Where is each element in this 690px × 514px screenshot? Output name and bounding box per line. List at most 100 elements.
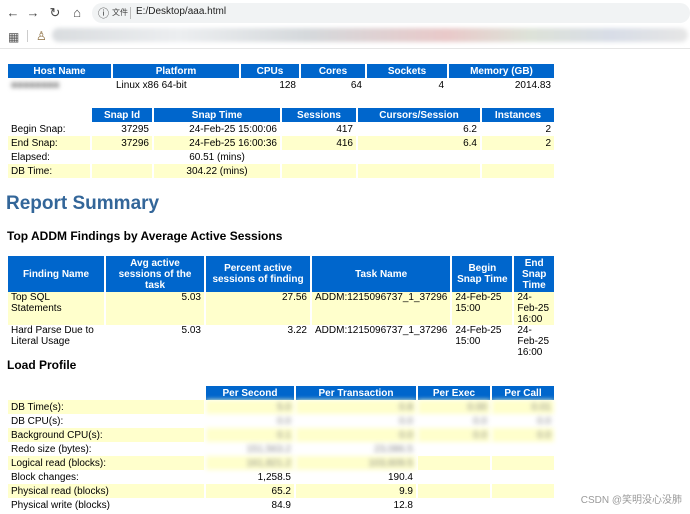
empty-cell <box>358 150 480 164</box>
per-second-cell: 151,563.2 <box>246 443 292 455</box>
load-label: Block changes: <box>11 471 79 483</box>
host-table: Host Name Platform CPUs Cores Sockets Me… <box>6 64 556 92</box>
cores-cell: 64 <box>350 79 362 91</box>
snap-table: Snap Id Snap Time Sessions Cursors/Sessi… <box>6 108 556 178</box>
header-finding-name: Finding Name <box>8 256 104 292</box>
header-memory: Memory (GB) <box>449 64 554 78</box>
header-instances: Instances <box>482 108 554 122</box>
load-label: Physical read (blocks) <box>8 484 204 498</box>
header-end-snap-time: End Snap Time <box>514 256 554 292</box>
load-row: DB Time(s): 5.0 0.8 0.00 0.01 <box>8 400 554 414</box>
header-per-call: Per Call <box>492 386 554 400</box>
per-transaction-cell: 190.4 <box>387 471 413 483</box>
empty-cell <box>492 484 554 498</box>
per-call-cell: 0.0 <box>492 428 554 442</box>
begin-snap-cell: 24-Feb-25 15:00 <box>452 292 513 325</box>
avg-active-cell: 5.03 <box>106 292 204 325</box>
addm-table: Finding Name Avg active sessions of the … <box>6 256 556 358</box>
url-text[interactable]: E:/Desktop/aaa.html <box>136 6 227 17</box>
forward-arrow-icon[interactable]: → <box>26 5 40 20</box>
header-snap-time: Snap Time <box>154 108 280 122</box>
per-transaction-cell: 0.0 <box>296 428 416 442</box>
bookmarks-bar-blurred <box>52 28 688 42</box>
per-transaction-cell: 12.8 <box>393 499 413 511</box>
platform-cell: Linux x86 64-bit <box>116 79 187 91</box>
browser-chrome: ← → ↻ ⌂ ⓘ 文件 E:/Desktop/aaa.html ▦ ♙ <box>0 0 690 49</box>
load-label: DB CPU(s): <box>11 415 64 427</box>
load-label: DB Time(s): <box>8 400 204 414</box>
load-corner <box>8 386 204 400</box>
elapsed-cell: 60.51 (mins) <box>189 151 245 163</box>
user-icon[interactable]: ♙ <box>36 29 47 43</box>
header-cursors: Cursors/Session <box>358 108 480 122</box>
db-time-cell: 304.22 (mins) <box>154 164 280 178</box>
empty-cell <box>492 442 554 456</box>
snap-row: Elapsed: 60.51 (mins) <box>8 150 554 164</box>
per-transaction-cell: 9.9 <box>296 484 416 498</box>
header-percent-active: Percent active sessions of finding <box>206 256 310 292</box>
addm-findings-title: Top ADDM Findings by Average Active Sess… <box>7 229 283 243</box>
snap-time-cell: 24-Feb-25 16:00:36 <box>154 136 280 150</box>
sessions-cell: 417 <box>336 123 353 135</box>
per-second-cell: 161,821.2 <box>206 456 294 470</box>
cursors-cell: 6.2 <box>463 123 477 135</box>
host-name-redacted: ■■■■■■■■ <box>11 79 60 91</box>
empty-cell <box>418 442 490 456</box>
apps-grid-icon[interactable]: ▦ <box>8 30 20 44</box>
header-per-exec: Per Exec <box>418 386 490 400</box>
per-second-cell: 5.0 <box>206 400 294 414</box>
empty-cell <box>282 150 356 164</box>
per-transaction-cell: 0.8 <box>296 400 416 414</box>
header-begin-snap-time: Begin Snap Time <box>452 256 513 292</box>
address-bar[interactable]: ⓘ 文件 E:/Desktop/aaa.html <box>92 3 690 23</box>
load-label: Background CPU(s): <box>8 428 204 442</box>
snap-label: Begin Snap: <box>11 123 66 135</box>
bookmark-separator <box>27 30 28 42</box>
snap-label: Elapsed: <box>11 151 50 163</box>
load-label: Physical write (blocks) <box>11 499 110 511</box>
empty-cell <box>482 150 554 164</box>
reload-icon[interactable]: ↻ <box>49 5 61 20</box>
snap-row: End Snap: 37296 24-Feb-25 16:00:36 416 6… <box>8 136 554 150</box>
header-task-name: Task Name <box>312 256 451 292</box>
snap-label: End Snap: <box>8 136 90 150</box>
empty-cell <box>92 164 152 178</box>
cursors-cell: 6.4 <box>358 136 480 150</box>
load-row: Redo size (bytes): 151,563.2 23,086.5 <box>8 442 554 456</box>
info-icon[interactable]: ⓘ <box>98 8 109 20</box>
end-snap-cell: 24-Feb-25 16:00 <box>517 325 550 358</box>
instances-cell: 2 <box>545 123 551 135</box>
load-row: Background CPU(s): 0.1 0.0 0.0 0.0 <box>8 428 554 442</box>
load-row: Physical write (blocks) 84.9 12.8 <box>8 498 554 512</box>
load-row: Logical read (blocks): 161,821.2 103,609… <box>8 456 554 470</box>
empty-cell <box>282 164 356 178</box>
header-per-second: Per Second <box>206 386 294 400</box>
csdn-watermark: CSDN @笑明没心没肺 <box>580 495 682 506</box>
instances-cell: 2 <box>482 136 554 150</box>
sockets-cell: 4 <box>438 79 444 91</box>
header-platform: Platform <box>113 64 239 78</box>
back-arrow-icon[interactable]: ← <box>6 5 20 20</box>
empty-cell <box>92 150 152 164</box>
load-label: Logical read (blocks): <box>8 456 204 470</box>
per-second-cell: 0.0 <box>277 415 291 427</box>
percent-cell: 3.22 <box>287 325 307 336</box>
finding-row: Hard Parse Due to Literal Usage 5.03 3.2… <box>8 325 554 358</box>
per-transaction-cell: 103,609.5 <box>296 456 416 470</box>
per-second-cell: 84.9 <box>271 499 291 511</box>
finding-name-cell: Hard Parse Due to Literal Usage <box>11 325 94 347</box>
header-host-name: Host Name <box>8 64 111 78</box>
snap-id-cell: 37295 <box>121 123 149 135</box>
load-profile-title: Load Profile <box>7 358 77 372</box>
header-cores: Cores <box>301 64 365 78</box>
memory-cell: 2014.83 <box>514 79 551 91</box>
load-profile-table: Per Second Per Transaction Per Exec Per … <box>6 386 556 512</box>
empty-cell <box>418 498 490 512</box>
per-second-cell: 65.2 <box>206 484 294 498</box>
report-summary-title: Report Summary <box>6 193 160 214</box>
home-icon[interactable]: ⌂ <box>73 5 81 20</box>
per-exec-cell: 0.0 <box>418 428 490 442</box>
per-second-cell: 1,258.5 <box>257 471 291 483</box>
load-row: Physical read (blocks) 65.2 9.9 <box>8 484 554 498</box>
empty-cell <box>482 164 554 178</box>
